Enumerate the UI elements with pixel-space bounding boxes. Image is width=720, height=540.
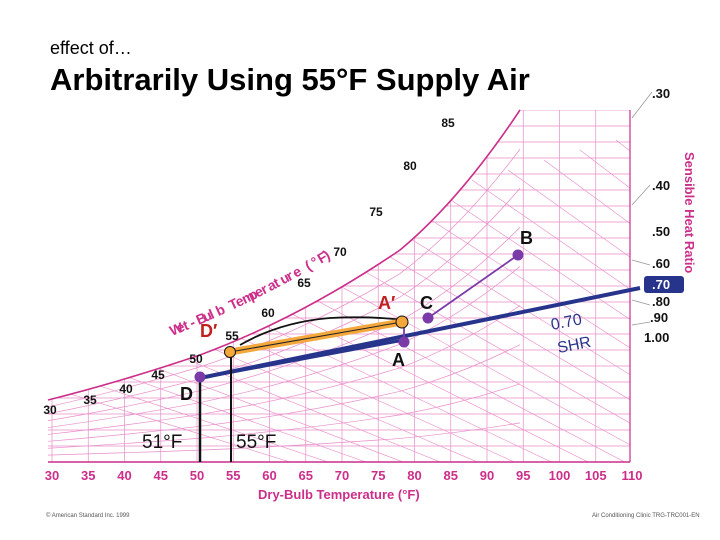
grid-rh-curve (48, 187, 521, 415)
grid-wetbulb-line (471, 179, 630, 462)
shr-scale-lines (631, 91, 653, 326)
shr-line-label-unit: SHR (556, 334, 592, 357)
outdoor-mix-line (427, 254, 519, 319)
x-tick-label: 35 (81, 468, 95, 483)
point-a-marker (398, 336, 410, 348)
label-d-prime: D′ (200, 321, 217, 341)
grid-wetbulb-line (147, 269, 569, 462)
wetbulb-tick-label: 85 (441, 116, 455, 130)
x-tick-label: 75 (371, 468, 385, 483)
grid-wetbulb-line (399, 199, 630, 462)
wetbulb-tick-label: 35 (83, 393, 97, 407)
footer-course-code: Air Conditioning Clinic TRG-TRC001-EN (592, 513, 700, 519)
shr-scale-ticks: .30 .40 .50 .60 .70 .80.90 1.00 (644, 86, 684, 345)
x-axis-ticks: 30 35 40 45 50 55 60 65 70 75 80 85 90 95 100 105 110 (45, 468, 643, 483)
x-tick-label: 70 (335, 468, 349, 483)
x-tick-label: 45 (154, 468, 168, 483)
shr-tick-label: .30 (652, 86, 670, 101)
x-tick-label: 95 (516, 468, 530, 483)
x-tick-label: 100 (549, 468, 571, 483)
grid-wetbulb-line (327, 219, 630, 462)
grid-wetbulb-line (48, 319, 389, 462)
shr-tick-label: .40 (652, 178, 670, 193)
wetbulb-label-char: t (180, 317, 191, 334)
point-b-marker (512, 249, 524, 261)
wetbulb-axis-label: Wet-Bulb Temperature (°F) (167, 247, 333, 339)
temp-55-label: 55°F (236, 432, 276, 453)
point-d-prime-marker (224, 346, 236, 358)
wetbulb-tick-label: 80 (403, 159, 417, 173)
slide-kicker: effect of… (50, 38, 132, 58)
x-tick-label: 65 (299, 468, 313, 483)
wetbulb-tick-label: 55 (225, 329, 239, 343)
shr-tick-label: .50 (652, 224, 670, 239)
shr-tick-label: .70 (652, 277, 670, 292)
wetbulb-tick-label: 50 (189, 352, 203, 366)
wetbulb-label-char: - (187, 314, 198, 331)
x-tick-label: 60 (262, 468, 276, 483)
x-tick-label: 50 (190, 468, 204, 483)
wetbulb-tick-label: 60 (261, 306, 275, 320)
coil-curve (239, 316, 405, 346)
shr-highlight-box (644, 276, 684, 293)
footer-copyright: © American Standard Inc. 1999 (46, 513, 130, 519)
slide-title: Arbitrarily Using 55°F Supply Air (50, 62, 530, 97)
point-a-prime-marker (395, 315, 409, 329)
wetbulb-label-char: t (271, 274, 283, 290)
label-a-prime: A′ (378, 293, 395, 313)
grid-rh-curve (48, 305, 521, 435)
label-d: D (180, 384, 193, 404)
grid-wetbulb-line (48, 329, 353, 462)
point-c-marker (422, 312, 434, 324)
grid-wetbulb-line (543, 159, 630, 462)
shr-line-label-value: 0.70 (550, 311, 584, 334)
wetbulb-tick-label: 75 (369, 205, 383, 219)
point-d-marker (194, 371, 206, 383)
grid-wetbulb-line (363, 209, 630, 462)
wetbulb-ticks: 30 35 40 45 50 55 60 65 70 75 80 85 (43, 116, 455, 417)
x-tick-label: 30 (45, 468, 59, 483)
grid-rh-curve (48, 422, 521, 456)
wetbulb-label-char: l (206, 306, 216, 322)
wetbulb-tick-label: 70 (333, 245, 347, 259)
saturation-curve (47, 109, 521, 401)
grid-rh-curve (48, 344, 521, 442)
grid-rh-curve (48, 266, 521, 428)
grid-rh-curve (48, 148, 521, 408)
shr-tick-label: 1.00 (644, 330, 669, 345)
grid-rh-curve (48, 383, 521, 449)
x-tick-label: 90 (480, 468, 494, 483)
grid-wetbulb-line (507, 169, 630, 462)
x-tick-label: 85 (444, 468, 458, 483)
wetbulb-tick-label: 45 (151, 368, 165, 382)
chart-grid (48, 110, 630, 462)
temp-51-label: 51°F (142, 432, 182, 453)
x-tick-label: 110 (622, 468, 643, 483)
x-axis-label: Dry-Bulb Temperature (°F) (258, 487, 420, 502)
wetbulb-label-char: b (213, 301, 227, 319)
highlight-line-core (229, 321, 403, 353)
shr-scale-label: Sensible Heat Ratio (682, 152, 697, 273)
x-tick-label: 80 (407, 468, 421, 483)
x-tick-label: 55 (226, 468, 240, 483)
shr-tick-label: .60 (652, 256, 670, 271)
shr-line-label-group: 0.70 SHR (550, 311, 593, 357)
label-a: A (392, 350, 405, 370)
label-c: C (420, 293, 433, 313)
grid-wetbulb-line (435, 189, 630, 462)
shr-tick-label: .80 (652, 294, 670, 309)
shr-tick-label: .90 (650, 310, 668, 325)
wetbulb-tick-label: 30 (43, 403, 57, 417)
x-tick-label: 40 (117, 468, 131, 483)
supply-to-room-line (199, 338, 405, 380)
wetbulb-tick-label: 65 (297, 276, 311, 290)
wetbulb-tick-label: 40 (119, 382, 133, 396)
x-tick-label: 105 (585, 468, 607, 483)
label-b: B (520, 228, 533, 248)
